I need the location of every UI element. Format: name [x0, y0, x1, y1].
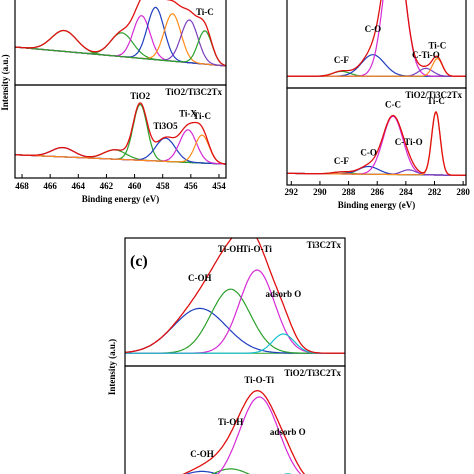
x-tick-label: 462	[100, 181, 114, 191]
peak-label: C-OH	[190, 449, 214, 459]
envelope	[15, 102, 226, 165]
x-axis-label: Binding energy (eV)	[82, 194, 160, 204]
envelope	[125, 238, 345, 354]
envelope	[182, 390, 306, 474]
frame	[124, 237, 346, 367]
peak-label: Ti-C	[428, 40, 446, 50]
peak-label: C-O	[365, 24, 382, 34]
peak-label: C-O	[360, 147, 377, 157]
sample-label: TiO2/Ti3C2Tx	[405, 90, 462, 100]
component-peak	[15, 13, 226, 67]
frame	[14, 84, 227, 179]
frame	[286, 87, 467, 186]
sample-label: TiO2/Ti3C2Tx	[165, 87, 222, 97]
x-tick-label: 456	[184, 181, 198, 191]
panel-label: (c)	[130, 253, 148, 270]
component-peak	[287, 111, 466, 176]
subplot: Ti-C	[15, 0, 226, 67]
x-tick-label: 468	[15, 181, 29, 191]
component-peak	[15, 6, 226, 67]
subplot: C-F C-O C-C C-Ti-O Ti-C	[287, 96, 466, 176]
peak-label: TiO2	[130, 91, 150, 101]
component-peak	[125, 288, 345, 354]
y-axis-label: Intensity (a.u.)	[107, 339, 117, 395]
x-tick-label: 292	[285, 187, 299, 197]
peak-label: Ti-C	[193, 111, 211, 121]
envelope	[287, 111, 466, 176]
x-tick-label: 290	[313, 187, 327, 197]
x-tick-label: 466	[43, 181, 57, 191]
component-peak	[15, 29, 226, 67]
y-axis-label: Intensity (a.u.)	[0, 54, 10, 110]
component-peak	[15, 19, 226, 67]
peak-label: Ti-X	[179, 108, 197, 118]
x-tick-label: 458	[156, 181, 170, 191]
envelope	[287, 0, 466, 77]
x-tick-label: 288	[342, 187, 356, 197]
component-peak	[15, 15, 226, 67]
x-tick-label: 280	[456, 187, 470, 197]
component-peak	[287, 70, 466, 77]
peak-label: Ti3O5	[153, 121, 178, 131]
component-peak	[287, 57, 466, 77]
peak-label: Ti-C	[196, 7, 214, 17]
x-tick-label: 464	[72, 181, 86, 191]
component-peak	[15, 134, 226, 165]
x-tick-label: 282	[428, 187, 442, 197]
subplot: C-OH Ti-OH Ti-O-Ti adsorb O	[182, 375, 306, 474]
peak-label: C-F	[334, 156, 349, 166]
component-peak	[211, 468, 251, 474]
peak-label: Ti-OH	[218, 244, 243, 254]
envelope	[15, 0, 226, 67]
peak-label: C-Ti-O	[395, 137, 423, 147]
peak-label: Ti-C	[427, 96, 445, 106]
peak-label: C-OH	[188, 273, 212, 283]
peak-label: C-Ti-O	[412, 50, 440, 60]
sample-label: TiO2/Ti3C2Tx	[284, 368, 341, 378]
peak-label: C-F	[334, 55, 349, 65]
x-axis-label: Binding energy (eV)	[338, 200, 416, 210]
peak-label: Ti-O-Ti	[244, 375, 274, 385]
component-peak	[125, 333, 345, 354]
peak-label: C-C	[385, 99, 401, 109]
peak-label: Ti-O-Ti	[242, 244, 272, 254]
component-peak	[287, 0, 466, 77]
x-tick-label: 286	[370, 187, 384, 197]
x-tick-label: 454	[212, 181, 226, 191]
subplot: C-F C-O C-Ti-OTi-C	[287, 0, 466, 77]
peak-label: adsorb O	[266, 289, 302, 299]
component-peak	[15, 30, 226, 67]
frame	[124, 365, 346, 474]
component-peak	[287, 67, 466, 77]
x-tick-label: 460	[128, 181, 142, 191]
sample-label: Ti3C2Tx	[307, 240, 342, 250]
peak-label: Ti-OH	[218, 417, 243, 427]
x-tick-label: 284	[399, 187, 413, 197]
component-peak	[217, 396, 302, 474]
peak-label: adsorb O	[270, 427, 306, 437]
